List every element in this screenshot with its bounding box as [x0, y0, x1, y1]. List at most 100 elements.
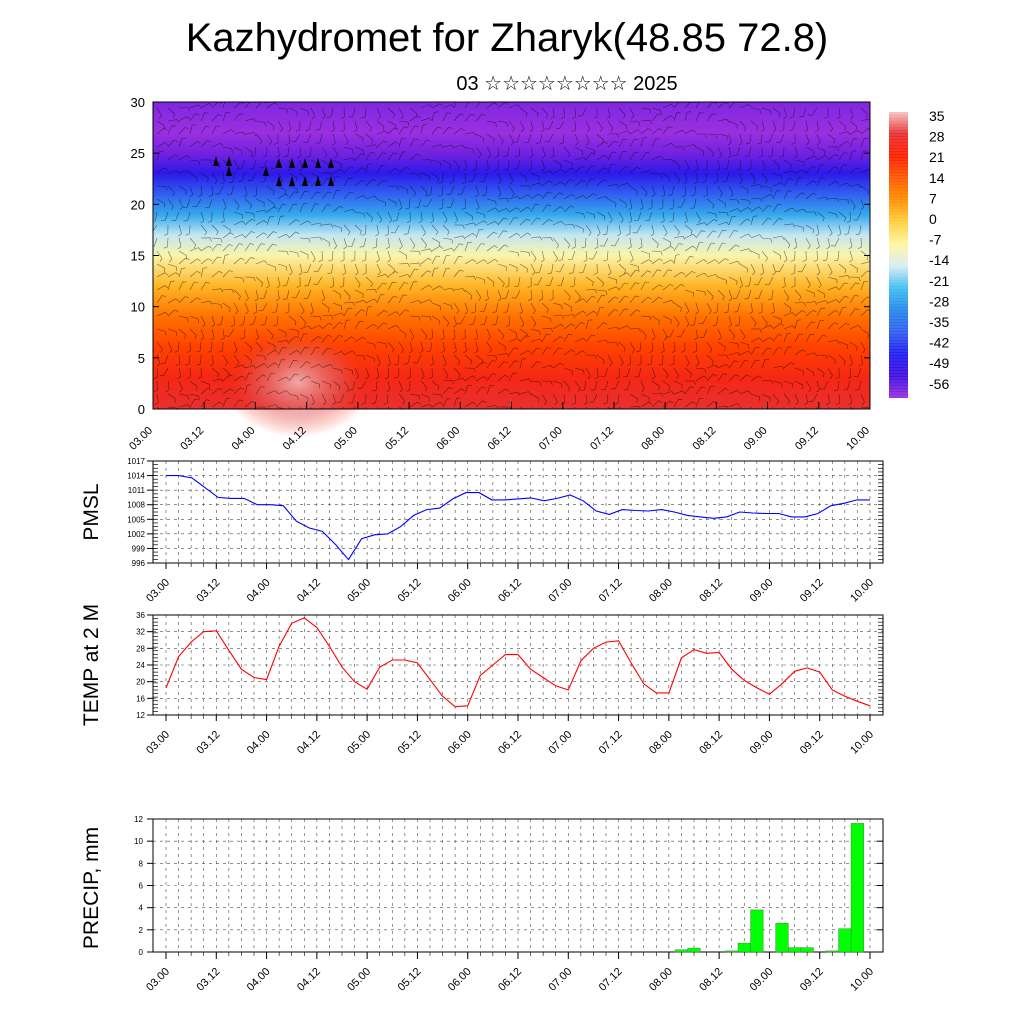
wind-barb — [486, 198, 497, 206]
wind-barb — [728, 208, 741, 213]
wind-barb — [541, 170, 554, 175]
wind-barb — [727, 146, 732, 159]
wind-barb — [783, 207, 796, 213]
wind-barb — [750, 375, 762, 382]
wind-barb — [178, 404, 191, 408]
wind-barb — [361, 393, 367, 405]
wind-barb — [816, 133, 821, 146]
y-tick-label: 1005 — [127, 515, 145, 524]
wind-barb — [475, 113, 486, 122]
wind-barb — [843, 380, 851, 391]
wind-barb — [276, 276, 281, 289]
wind-barb — [440, 341, 445, 354]
y-tick-label: 10 — [131, 300, 145, 315]
wind-barb — [387, 198, 397, 207]
wind-barb — [783, 178, 793, 187]
wind-barb — [497, 172, 502, 185]
wind-barb — [420, 328, 428, 340]
wind-barb — [233, 146, 243, 156]
wind-barb — [772, 323, 784, 330]
wind-barb — [200, 140, 212, 148]
wind-barb — [802, 250, 807, 262]
wind-barb — [783, 237, 791, 249]
wind-barb — [540, 120, 545, 133]
wind-barb — [552, 181, 565, 187]
wind-barb — [453, 397, 461, 408]
wind-barb — [375, 224, 379, 237]
wind-barb — [244, 231, 255, 239]
wind-barb — [332, 367, 343, 375]
wind-barb — [291, 289, 301, 299]
wind-barb — [530, 182, 543, 187]
wind-barb — [387, 406, 392, 409]
wind-barb — [508, 372, 518, 382]
wind-barb — [431, 401, 443, 408]
wind-barb — [618, 151, 627, 161]
wind-barb — [376, 107, 381, 120]
wind-barb — [694, 159, 699, 172]
wind-barb — [453, 354, 461, 366]
wind-barb — [233, 198, 240, 210]
wind-barb — [838, 198, 850, 204]
wind-barb — [464, 132, 477, 136]
wind-barb — [233, 102, 245, 109]
wind-barb — [860, 309, 870, 317]
wind-barb — [761, 194, 774, 200]
wind-barb — [310, 236, 323, 241]
wind-barb — [398, 237, 403, 250]
wind-barb — [660, 341, 665, 354]
wind-barb — [409, 172, 420, 179]
wind-barb — [156, 285, 169, 291]
wind-barb — [497, 208, 510, 213]
wind-barb — [464, 211, 473, 221]
wind-barb — [387, 168, 400, 174]
wind-barb — [651, 258, 663, 265]
wind-barb — [618, 138, 628, 148]
wind-barb — [343, 319, 351, 330]
wind-barb — [321, 302, 330, 313]
x-tick-label: 07.00 — [546, 966, 574, 994]
wind-barb — [189, 113, 200, 122]
wind-barb — [244, 198, 252, 209]
wind-barb — [717, 229, 727, 239]
wind-barb — [310, 222, 323, 227]
wind-barb — [354, 336, 366, 343]
wind-barb — [717, 221, 730, 226]
wind-barb — [442, 354, 447, 367]
wind-barb — [332, 351, 345, 356]
wind-barb — [530, 338, 543, 343]
wind-barb — [640, 250, 650, 258]
wind-barb — [430, 211, 434, 224]
wind-barb — [464, 367, 476, 373]
wind-barb — [486, 207, 499, 213]
wind-barb — [244, 401, 256, 408]
wind-barb — [607, 151, 617, 161]
wind-barb — [318, 250, 323, 262]
wind-barb — [332, 335, 343, 343]
wind-barb — [739, 120, 747, 132]
wind-barb — [431, 315, 440, 325]
wind-barb — [647, 198, 653, 210]
x-tick-label: 06.12 — [496, 577, 524, 605]
x-tick-label: 04.12 — [295, 966, 323, 994]
x-tick-label: 08.12 — [697, 729, 725, 757]
wind-barb — [805, 321, 816, 330]
wind-barb — [783, 223, 796, 228]
wind-barb — [728, 185, 734, 198]
wind-barb — [749, 302, 753, 315]
wind-barb — [266, 362, 278, 369]
wind-barb — [200, 245, 212, 252]
wind-barb — [838, 164, 848, 174]
wind-barb — [563, 314, 576, 319]
wind-barb — [833, 380, 840, 392]
wind-barb — [474, 328, 479, 341]
wind-barb — [694, 328, 698, 341]
wind-barb — [266, 243, 277, 252]
wind-barb — [244, 211, 255, 218]
x-tick-label: 05.12 — [396, 966, 424, 994]
wind-barb — [266, 216, 274, 226]
wind-barb — [298, 159, 303, 172]
wind-barb — [728, 389, 741, 395]
wind-barb — [508, 120, 515, 132]
